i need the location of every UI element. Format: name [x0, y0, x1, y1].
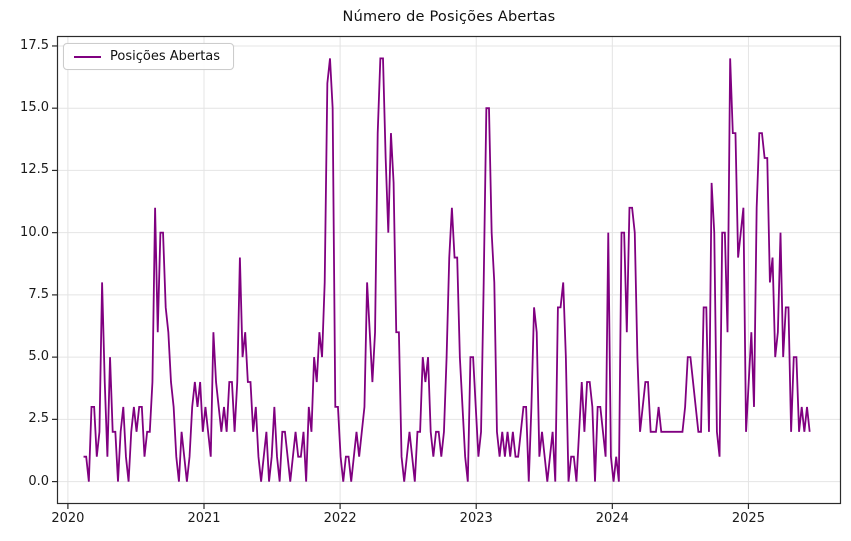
y-tick-label: 2.5: [28, 411, 49, 427]
x-tick-label: 2020: [51, 511, 85, 526]
y-tick-label: 15.0: [20, 100, 49, 116]
x-tick-label: 2024: [595, 511, 629, 526]
y-tick-label: 17.5: [20, 37, 49, 53]
y-tick-label: 0.0: [28, 473, 49, 489]
y-tick-label: 12.5: [20, 162, 49, 178]
x-tick-label: 2021: [187, 511, 221, 526]
plot-area: [52, 35, 842, 509]
x-tick-label: 2025: [731, 511, 765, 526]
axis-tick-marks: [52, 45, 750, 509]
x-tick-label: 2022: [323, 511, 357, 526]
open-positions-line: [83, 57, 811, 482]
y-tick-label: 10.0: [20, 224, 49, 240]
legend-line-sample-icon: [74, 55, 101, 58]
axes-spines: [56, 35, 842, 505]
x-tick-label: 2023: [459, 511, 493, 526]
y-tick-label: 5.0: [28, 349, 49, 365]
grid-lines: [57, 36, 841, 504]
chart-title: Número de Posições Abertas: [342, 9, 556, 25]
legend-label: Posições Abertas: [110, 49, 221, 64]
y-tick-label: 7.5: [28, 286, 49, 302]
legend: Posições Abertas: [63, 43, 235, 70]
plot-canvas: [52, 35, 842, 509]
